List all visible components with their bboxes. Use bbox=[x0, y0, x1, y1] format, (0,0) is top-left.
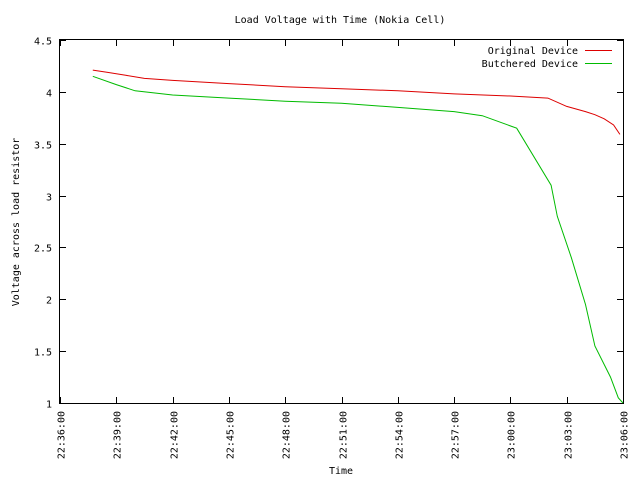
x-axis-label: Time bbox=[329, 466, 353, 477]
x-tick-label: 22:51:00 bbox=[339, 411, 350, 459]
y-tick-label: 3.5 bbox=[34, 141, 52, 152]
y-tick-label: 4.5 bbox=[34, 37, 52, 48]
series-line-1 bbox=[92, 69, 621, 135]
y-tick-label: 2.5 bbox=[34, 244, 52, 255]
chart-title: Load Voltage with Time (Nokia Cell) bbox=[235, 15, 446, 26]
x-tick-label: 22:48:00 bbox=[282, 411, 293, 459]
x-tick-label: 22:45:00 bbox=[226, 411, 237, 459]
y-tick-label: 1 bbox=[46, 400, 52, 411]
y-tick-label: 4 bbox=[46, 89, 52, 100]
x-tick-label: 22:57:00 bbox=[451, 411, 462, 459]
x-tick-label: 22:36:00 bbox=[57, 411, 68, 459]
legend-label: Original Device bbox=[488, 46, 578, 57]
x-tick-label: 23:03:00 bbox=[564, 411, 575, 459]
y-axis-label: Voltage across load resistor bbox=[11, 138, 22, 307]
series-layer bbox=[92, 69, 624, 404]
x-tick-label: 22:42:00 bbox=[170, 411, 181, 459]
x-tick-label: 22:54:00 bbox=[395, 411, 406, 459]
series-line-2 bbox=[92, 75, 624, 404]
y-tick-label: 2 bbox=[46, 296, 52, 307]
legend-label: Butchered Device bbox=[482, 59, 578, 70]
y-tick-label: 1.5 bbox=[34, 348, 52, 359]
y-tick-label: 3 bbox=[46, 193, 52, 204]
y-axis: 1 1.5 2 2.5 3 3.5 4 4.5 bbox=[34, 37, 623, 411]
x-tick-label: 22:39:00 bbox=[113, 411, 124, 459]
x-axis: 22:36:00 22:39:00 22:42:00 22:45:00 22:48:00… bbox=[57, 40, 631, 459]
x-tick-label: 23:06:00 bbox=[620, 411, 631, 459]
legend: Original Device Butchered Device bbox=[482, 46, 612, 70]
x-tick-label: 23:00:00 bbox=[507, 411, 518, 459]
plot-frame bbox=[59, 39, 624, 404]
